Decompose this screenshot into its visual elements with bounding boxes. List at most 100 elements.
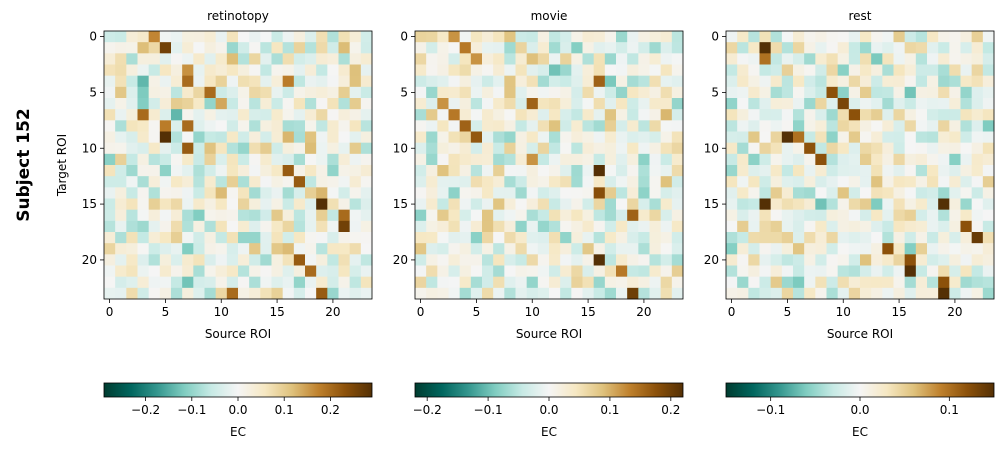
heatmap-cell: [271, 53, 284, 65]
heatmap-cell: [482, 64, 494, 77]
heatmap-cell: [182, 165, 194, 177]
heatmap-cell: [305, 31, 317, 43]
heatmap-cell: [982, 109, 995, 121]
heatmap-cell: [915, 131, 928, 144]
heatmap-cell: [949, 64, 961, 77]
heatmap-cell: [904, 86, 917, 99]
heatmap-cell: [148, 120, 161, 132]
heatmap-cell: [249, 98, 261, 110]
heatmap-cell: [226, 265, 239, 278]
heatmap-cell: [893, 86, 906, 99]
heatmap-cell: [537, 198, 550, 211]
heatmap-cell: [593, 243, 606, 255]
heatmap-cell: [793, 198, 805, 211]
heatmap-cell: [115, 98, 127, 110]
heatmap-cell: [459, 265, 472, 278]
heatmap-cell: [938, 131, 950, 144]
heatmap-cell: [482, 232, 494, 244]
heatmap-cell: [360, 265, 373, 278]
heatmap-cell: [671, 176, 684, 188]
colorbar-tick-label: 0.0: [850, 403, 869, 417]
heatmap-cell: [938, 86, 950, 99]
heatmap-cell: [938, 232, 950, 244]
heatmap-cell: [526, 220, 539, 233]
heatmap-cell: [616, 243, 628, 255]
heatmap-cell: [726, 187, 738, 199]
heatmap-cell: [638, 42, 650, 54]
heatmap-cell: [737, 109, 749, 121]
heatmap-cell: [860, 187, 872, 199]
heatmap-cell: [415, 176, 427, 188]
heatmap-cell: [627, 254, 639, 266]
heatmap-cell: [604, 243, 617, 255]
heatmap-cell: [737, 86, 749, 99]
heatmap-cell: [759, 131, 772, 144]
heatmap-cell: [526, 187, 539, 199]
heatmap-cell: [971, 254, 984, 266]
heatmap-cell: [238, 254, 250, 266]
heatmap-cell: [470, 254, 483, 266]
heatmap-cell: [316, 75, 328, 88]
heatmap-cell: [271, 153, 284, 166]
heatmap-cell: [415, 31, 427, 43]
heatmap-cell: [893, 31, 906, 43]
heatmap-cell: [293, 120, 306, 132]
heatmap-cell: [126, 109, 138, 121]
colorbar-tick-label: 0.1: [275, 403, 294, 417]
heatmap-cell: [349, 86, 362, 99]
x-tick-label: 0: [417, 305, 425, 319]
heatmap-cell: [204, 86, 217, 99]
heatmap-cell: [604, 75, 617, 88]
heatmap-cell: [938, 187, 950, 199]
heatmap-cell: [226, 120, 239, 132]
heatmap-cell: [616, 131, 628, 144]
heatmap-cell: [415, 287, 427, 300]
heatmap-cell: [726, 276, 738, 289]
heatmap-cell: [126, 165, 138, 177]
heatmap-cell: [171, 209, 183, 222]
heatmap-cell: [215, 243, 228, 255]
heatmap-cell: [971, 131, 984, 144]
heatmap-cell: [949, 75, 961, 88]
heatmap-cell: [148, 31, 161, 43]
heatmap-cell: [848, 75, 861, 88]
heatmap-cell: [338, 64, 351, 77]
heatmap-cell: [437, 120, 449, 132]
heatmap-cell: [837, 120, 850, 132]
heatmap-cell: [204, 165, 217, 177]
x-tick-label: 10: [214, 305, 229, 319]
heatmap-cell: [459, 75, 472, 88]
heatmap-cell: [938, 120, 950, 132]
heatmap-cell: [260, 42, 272, 54]
heatmap-cell: [560, 131, 572, 144]
heatmap-cell: [271, 176, 284, 188]
heatmap-cell: [437, 209, 449, 222]
heatmap-cell: [126, 131, 138, 144]
heatmap-cell: [638, 120, 650, 132]
heatmap-cell: [882, 86, 894, 99]
heatmap-cell: [226, 232, 239, 244]
heatmap-cell: [571, 31, 583, 43]
heatmap-cell: [537, 187, 550, 199]
heatmap-cell: [448, 98, 461, 110]
heatmap-cell: [204, 187, 217, 199]
heatmap-cell: [204, 243, 217, 255]
heatmap-cell: [504, 142, 516, 155]
heatmap-cell: [271, 220, 284, 233]
heatmap-cell: [293, 276, 306, 289]
heatmap-cell: [882, 243, 894, 255]
heatmap-cell: [793, 187, 805, 199]
heatmap-cell: [426, 42, 438, 54]
heatmap-cell: [238, 187, 250, 199]
heatmap-cell: [759, 176, 772, 188]
heatmap-cell: [837, 86, 850, 99]
heatmap-cell: [126, 142, 138, 155]
heatmap-cell: [104, 98, 116, 110]
heatmap-cell: [882, 287, 894, 300]
heatmap-cell: [815, 53, 827, 65]
heatmap-cell: [882, 75, 894, 88]
heatmap-cell: [616, 276, 628, 289]
heatmap-cell: [515, 276, 528, 289]
heatmap-cell: [737, 75, 749, 88]
heatmap-cell: [982, 276, 995, 289]
